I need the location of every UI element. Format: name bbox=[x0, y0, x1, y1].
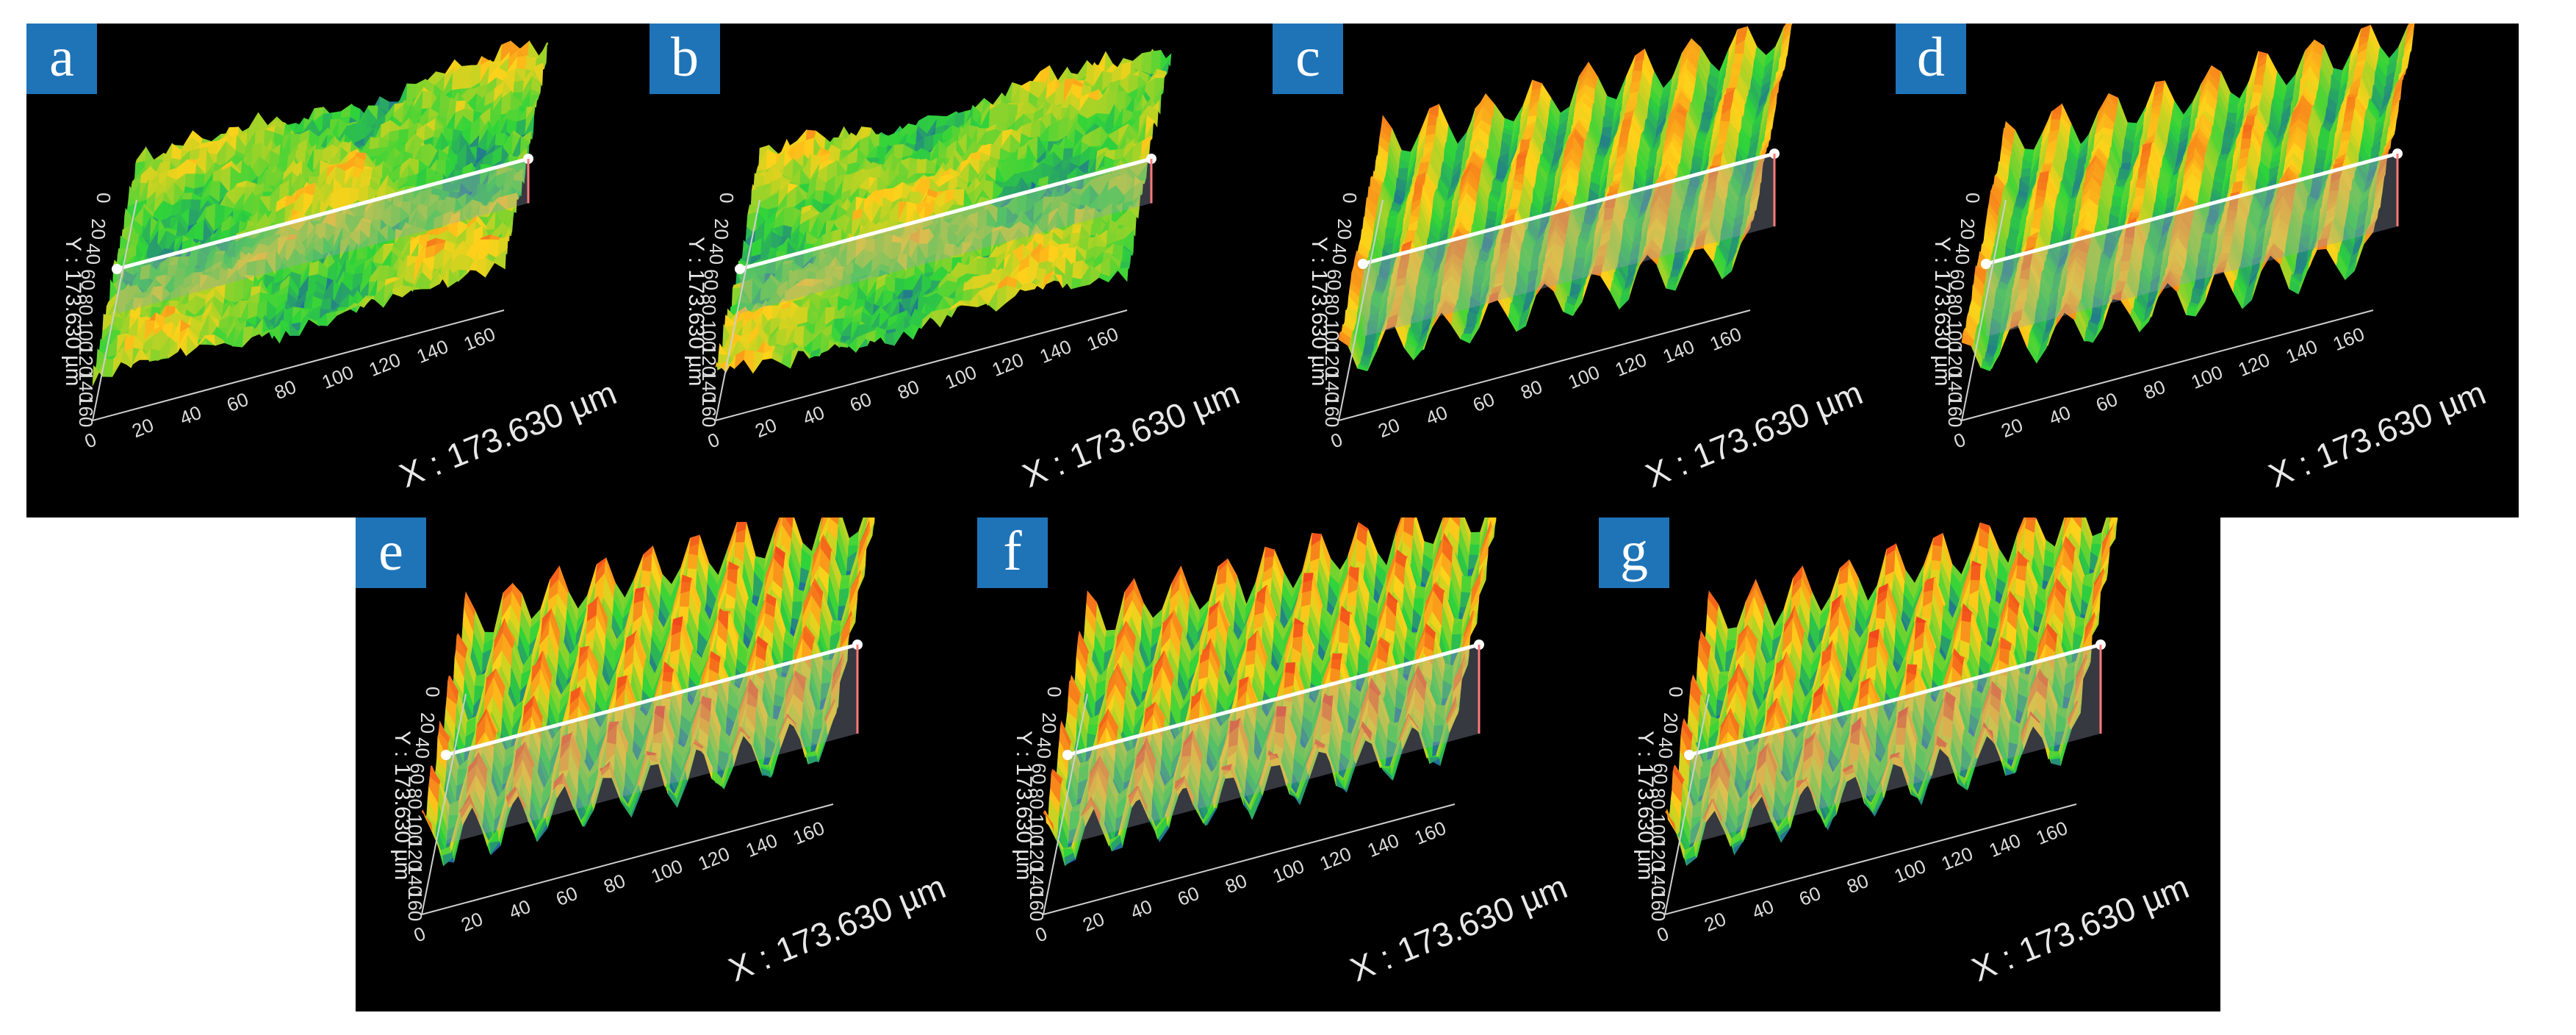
profile-plane bbox=[740, 159, 1151, 314]
panel-label-b: b bbox=[650, 24, 720, 94]
profile-line bbox=[739, 157, 1152, 271]
surface-facet bbox=[893, 330, 904, 346]
y-tick-label: 0 bbox=[93, 193, 115, 204]
surface-facet bbox=[715, 361, 727, 373]
surface-facet bbox=[242, 326, 253, 348]
surface-facet bbox=[752, 351, 764, 374]
surface-facet bbox=[1117, 267, 1129, 282]
surface-facet bbox=[883, 332, 895, 346]
profile-start-handle bbox=[735, 264, 745, 274]
surface-mesh bbox=[92, 40, 549, 387]
surface-facet bbox=[1386, 217, 1397, 229]
surface-facet bbox=[516, 55, 527, 70]
surface-facet bbox=[1029, 119, 1041, 138]
surface-facet bbox=[397, 129, 409, 145]
profile-line bbox=[116, 157, 529, 271]
surface-mesh bbox=[715, 49, 1172, 374]
surface-facet bbox=[461, 65, 472, 90]
surface-facet bbox=[930, 309, 942, 328]
surface-facet bbox=[135, 146, 147, 164]
surface-plot-a bbox=[92, 40, 549, 421]
surface-facet bbox=[339, 104, 351, 118]
x-axis-line bbox=[715, 309, 1128, 421]
surface-facet bbox=[325, 311, 337, 326]
surface-facet bbox=[915, 159, 927, 174]
surface-facet bbox=[797, 307, 808, 326]
panel-a: a Y : 173.630 µm X : 173.630 µm 0 20 40 60 8… bbox=[26, 24, 650, 518]
surface-facet bbox=[996, 285, 1007, 312]
surface-facet bbox=[181, 137, 193, 153]
surface-facet bbox=[1071, 260, 1083, 280]
surface-facet bbox=[743, 349, 755, 374]
surface-facet bbox=[971, 275, 983, 290]
surface-plot-c bbox=[1338, 24, 1793, 421]
surface-facet bbox=[1023, 283, 1035, 291]
panel-c: c Y : 173.630 µm X : 173.630 µm 0 20 40 60 8… bbox=[1273, 24, 1896, 518]
y-tick-label: 0 bbox=[716, 193, 738, 204]
surface-facet bbox=[976, 257, 987, 277]
surface-facet bbox=[153, 152, 165, 160]
surface-facet bbox=[181, 192, 193, 200]
y-tick-label: 20 bbox=[87, 218, 110, 240]
surface-plot-b bbox=[715, 49, 1172, 421]
surface-facet bbox=[494, 132, 506, 146]
profile-start-handle bbox=[112, 264, 122, 274]
surface-facet bbox=[1071, 277, 1082, 290]
surface-facet bbox=[940, 307, 951, 328]
y-tick-label: 160 bbox=[75, 395, 97, 428]
profile-plane bbox=[117, 159, 528, 314]
surface-facet bbox=[1005, 285, 1016, 304]
surface-facet bbox=[1629, 82, 1640, 94]
y-tick-label: 160 bbox=[698, 395, 720, 428]
y-tick-label: 60 bbox=[77, 268, 100, 290]
panel-b: b Y : 173.630 µm X : 173.630 µm 0 20 40 60 8… bbox=[650, 24, 1273, 518]
y-axis-line bbox=[92, 199, 137, 421]
surface-facet bbox=[421, 90, 433, 110]
y-axis-line bbox=[715, 199, 760, 421]
x-axis-line bbox=[92, 309, 505, 421]
surface-facet bbox=[400, 284, 412, 298]
panel-label-a: a bbox=[26, 24, 97, 94]
surface-facet bbox=[92, 365, 104, 387]
surface-facet bbox=[512, 80, 524, 93]
surface-facet bbox=[1140, 51, 1152, 75]
y-tick-label: 80 bbox=[698, 294, 720, 315]
y-tick-label: 20 bbox=[710, 218, 733, 240]
y-tick-label: 40 bbox=[705, 243, 728, 265]
surface-facet bbox=[458, 254, 470, 272]
surface-facet bbox=[775, 327, 787, 347]
surface-facet bbox=[1119, 261, 1131, 269]
surface-facet bbox=[782, 207, 794, 228]
y-tick-label: 80 bbox=[75, 294, 97, 315]
surface-facet bbox=[475, 258, 487, 278]
y-tick-label: 60 bbox=[700, 268, 723, 290]
y-tick-label: 40 bbox=[82, 243, 105, 265]
